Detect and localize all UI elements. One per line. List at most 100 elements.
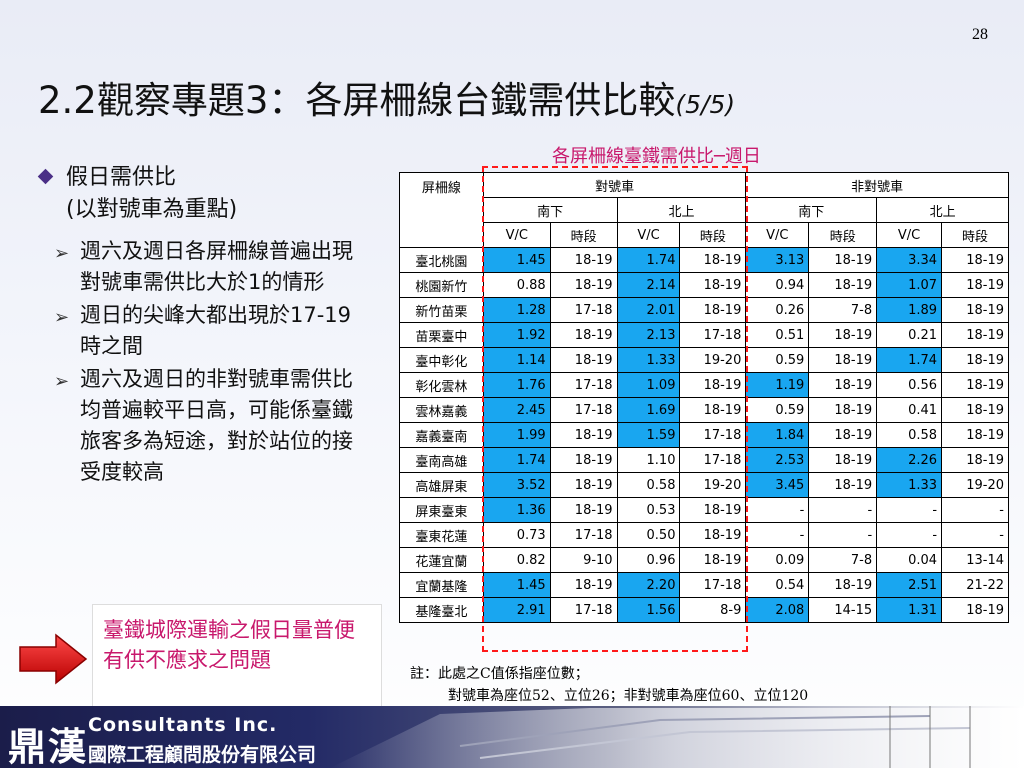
vc-value: 1.69	[616, 397, 681, 423]
period-value: 18-19	[808, 472, 878, 498]
vc-value: 1.19	[745, 372, 810, 398]
arrow-bullet-icon: ➢	[54, 243, 70, 264]
vc-value: 0.51	[745, 322, 810, 348]
vc-value: 1.14	[482, 347, 551, 373]
slide-title-suffix: (5/5)	[675, 90, 736, 119]
vc-value: 1.56	[616, 597, 681, 623]
vc-value: 1.45	[482, 247, 551, 273]
table-caption: 各屏柵線臺鐵需供比─週日	[552, 146, 761, 167]
vc-value: 0.26	[745, 297, 810, 323]
screenline-name: 臺北桃園	[399, 247, 484, 273]
period-value: 18-19	[679, 272, 747, 298]
period-value: 19-20	[679, 472, 747, 498]
company-name-cn: 國際工程顧問股份有限公司	[88, 744, 317, 766]
vc-value: 0.58	[616, 472, 681, 498]
table-row: 臺北桃園 1.45 18-19 1.74 18-19 3.13 18-19 3.34 18-19	[399, 247, 1009, 273]
screenline-name: 桃園新竹	[399, 272, 484, 298]
vc-value: 0.96	[616, 547, 681, 573]
period-value: 9-10	[549, 547, 618, 573]
vc-value: 1.28	[482, 297, 551, 323]
vc-value: 2.45	[482, 397, 551, 423]
period-value: 18-19	[941, 272, 1009, 298]
header-vc: V/C	[616, 222, 681, 248]
period-value: 18-19	[549, 497, 618, 523]
vc-value: 1.09	[616, 372, 681, 398]
table-row: 新竹苗栗 1.28 17-18 2.01 18-19 0.26 7-8 1.89 18-19	[399, 297, 1009, 323]
table-body: 臺北桃園 1.45 18-19 1.74 18-19 3.13 18-19 3.34 18-19…	[399, 247, 1009, 623]
vc-value: 0.73	[482, 522, 551, 548]
vc-value: 0.88	[482, 272, 551, 298]
screenline-name: 基隆臺北	[399, 597, 484, 623]
header-vc: V/C	[876, 222, 943, 248]
screenline-name: 臺中彰化	[399, 347, 484, 373]
vc-value: 2.01	[616, 297, 681, 323]
period-value: 17-18	[549, 297, 618, 323]
header-reserved-north: 北上	[616, 197, 747, 223]
arrow-bullet-icon: ➢	[54, 371, 70, 392]
period-value: 18-19	[549, 247, 618, 273]
vc-value: 0.41	[876, 397, 943, 423]
vc-value: 1.92	[482, 322, 551, 348]
period-value: 17-18	[549, 372, 618, 398]
period-value: 18-19	[808, 572, 878, 598]
sub-bullet-item: ➢ 週日的尖峰大都出現於17-19時之間	[54, 300, 368, 362]
sub-bullet-text: 週六及週日各屏柵線普遍出現對號車需供比大於1的情形	[80, 239, 353, 294]
vc-value: 0.50	[616, 522, 681, 548]
vc-value: 3.52	[482, 472, 551, 498]
period-value: 18-19	[941, 372, 1009, 398]
diamond-bullet-icon	[37, 168, 54, 185]
table-row: 花蓮宜蘭 0.82 9-10 0.96 18-19 0.09 7-8 0.04 13-14	[399, 547, 1009, 573]
vc-value: 1.59	[616, 422, 681, 448]
period-value: 13-14	[941, 547, 1009, 573]
main-bullet: 假日需供比 (以對號車為重點)	[37, 162, 368, 226]
header-period: 時段	[549, 222, 618, 248]
vc-value: 1.07	[876, 272, 943, 298]
vc-value: 0.56	[876, 372, 943, 398]
period-value: 7-8	[808, 547, 878, 573]
period-value: 18-19	[941, 347, 1009, 373]
period-value: 18-19	[549, 347, 618, 373]
period-value: 18-19	[679, 397, 747, 423]
vc-value: 1.99	[482, 422, 551, 448]
vc-value: 2.14	[616, 272, 681, 298]
period-value: 18-19	[941, 297, 1009, 323]
period-value: 14-15	[808, 597, 878, 623]
slide-title: 2.2觀察專題3：各屏柵線台鐵需供比較(5/5)	[38, 70, 735, 124]
vc-value: 0.09	[745, 547, 810, 573]
main-bullet-line1: 假日需供比	[66, 165, 177, 190]
sub-bullet-text: 週六及週日的非對號車需供比均普遍較平日高，可能係臺鐵旅客多為短途，對於站位的接受…	[80, 367, 353, 484]
screenline-name: 新竹苗栗	[399, 297, 484, 323]
period-value: 19-20	[679, 347, 747, 373]
vc-value: 3.13	[745, 247, 810, 273]
company-logo: 鼎漢	[8, 724, 89, 768]
vc-value: 2.53	[745, 447, 810, 473]
vc-value: 3.45	[745, 472, 810, 498]
vc-value: 2.20	[616, 572, 681, 598]
screenline-name: 彰化雲林	[399, 372, 484, 398]
period-value: -	[808, 522, 878, 548]
screenline-name: 嘉義臺南	[399, 422, 484, 448]
red-arrow-icon	[19, 633, 88, 685]
vc-value: 1.89	[876, 297, 943, 323]
period-value: 18-19	[808, 247, 878, 273]
screenline-name: 臺南高雄	[399, 447, 484, 473]
header-reserved-south: 南下	[482, 197, 618, 223]
vc-value: 2.51	[876, 572, 943, 598]
company-name-en: Consultants Inc.	[88, 714, 278, 736]
vc-value: 1.84	[745, 422, 810, 448]
period-value: 18-19	[549, 572, 618, 598]
vc-value: 0.59	[745, 347, 810, 373]
period-value: 18-19	[941, 322, 1009, 348]
screenline-name: 屏東臺東	[399, 497, 484, 523]
vc-value: -	[876, 497, 943, 523]
period-value: 18-19	[941, 397, 1009, 423]
vc-value: 2.91	[482, 597, 551, 623]
period-value: 18-19	[808, 397, 878, 423]
header-period: 時段	[808, 222, 878, 248]
period-value: -	[941, 497, 1009, 523]
period-value: 18-19	[808, 372, 878, 398]
screenline-name: 宜蘭基隆	[399, 572, 484, 598]
period-value: 17-18	[679, 322, 747, 348]
period-value: 18-19	[549, 472, 618, 498]
vc-value: 1.74	[482, 447, 551, 473]
